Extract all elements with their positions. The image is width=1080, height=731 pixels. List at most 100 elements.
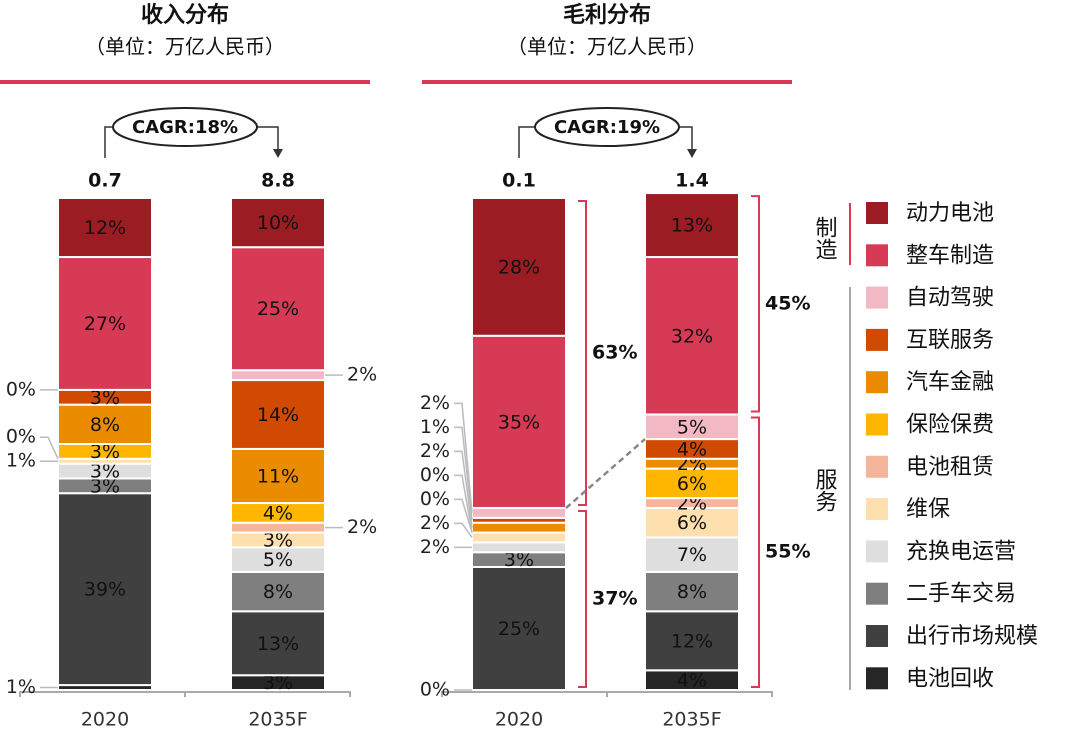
x-tick-label: 2035F [662,709,721,731]
bar-segment [230,197,326,249]
bracket-label: 63% [592,341,637,363]
segment-label: 25% [498,618,540,640]
segment-label: 3% [90,461,120,483]
segment-label: 6% [677,473,707,495]
bar-segment [644,467,740,500]
cagr-ellipse [534,107,680,147]
bar-segment [471,506,567,519]
x-axis [19,691,351,697]
segment-label: 3% [263,672,293,694]
legend-label: 互联服务 [906,328,994,353]
bracket [578,200,587,506]
bar-segment [57,256,153,391]
bar-segment [230,246,326,372]
segment-label: 3% [504,549,534,571]
bar-total: 0.1 [502,170,536,192]
segment-label: 7% [677,544,707,566]
outside-label: 1% [6,676,36,698]
legend-label: 出行市场规模 [906,624,1038,649]
leader-line [454,498,473,533]
bar-segment [644,536,740,573]
legend-swatch [866,625,888,647]
legend-swatch [866,667,888,690]
segment-label: 8% [677,581,707,603]
bracket [751,195,760,413]
leader-line [454,522,473,538]
segment-label: 39% [84,579,126,601]
chart-title: 毛利分布 [563,2,651,28]
legend-label: 汽车金融 [906,370,994,395]
x-tick-label: 2020 [81,709,129,731]
outside-label: 0% [420,488,450,510]
connector [565,438,646,509]
segment-label: 8% [263,581,293,603]
outside-label: 2% [347,516,377,538]
bar-segment [57,197,153,259]
outside-label: 2% [420,536,450,558]
bar-segment [471,334,567,509]
legend-swatch [866,328,888,351]
bar-segment [644,570,740,613]
segment-label: 3% [263,529,293,551]
legend-swatch [866,582,888,605]
segment-label: 32% [671,325,713,347]
bar-segment [471,197,567,337]
leader-line [454,474,473,533]
segment-label: 13% [671,215,713,237]
leader-line [40,436,59,460]
cagr-ellipse [112,107,258,147]
legend-swatch [866,498,888,521]
legend-label: 保险保费 [906,413,994,438]
group-label: 服务 [812,468,838,512]
segment-label: 35% [498,411,540,433]
segment-label: 10% [257,212,299,234]
segment-label: 28% [498,256,540,278]
outside-label: 0% [420,464,450,486]
outside-label: 2% [420,512,450,534]
outside-label: 0% [6,378,36,400]
segment-label: 5% [263,549,293,571]
bar-segment [471,531,567,544]
segment-label: 13% [257,633,299,655]
bracket [751,416,760,688]
segment-label: 4% [263,502,293,524]
cagr-label: CAGR:18% [132,117,238,138]
x-tick-label: 2035F [248,709,307,731]
leader-line [454,450,473,528]
bracket-label: 45% [765,292,810,314]
bar-segment [230,546,326,573]
chart-subtitle: （单位：万亿人民币） [507,35,707,59]
bracket-label: 37% [592,587,637,609]
segment-label: 4% [677,438,707,460]
leader-line [454,426,473,521]
outside-label: 2% [347,364,377,386]
outside-label: 2% [420,392,450,414]
legend-swatch [866,540,888,563]
bar-segment [230,447,326,505]
x-axis [441,691,773,697]
legend-swatch [866,244,888,267]
bar-segment [230,379,326,450]
chart-subtitle: （单位：万亿人民币） [85,35,285,59]
legend-swatch [866,413,888,436]
segment-label: 4% [677,670,707,692]
bar-segment [230,610,326,677]
segment-label: 14% [257,404,299,426]
segment-label: 5% [677,416,707,438]
legend-label: 二手车交易 [906,582,1016,607]
segment-label: 3% [90,441,120,463]
legend-swatch [866,202,888,224]
group-label: 制造 [812,216,838,260]
legend-label: 维保 [906,497,950,522]
bracket-label: 55% [765,541,810,563]
segment-label: 25% [257,298,299,320]
outside-label: 1% [6,450,36,472]
bracket [578,509,587,688]
legend-label: 自动驾驶 [906,286,994,311]
bar-total: 0.7 [88,170,122,192]
outside-label: 0% [6,426,36,448]
legend-swatch [866,286,888,309]
legend-label: 充换电运营 [906,539,1016,564]
bar-segment [57,492,153,687]
legend-label: 电池回收 [906,666,994,691]
